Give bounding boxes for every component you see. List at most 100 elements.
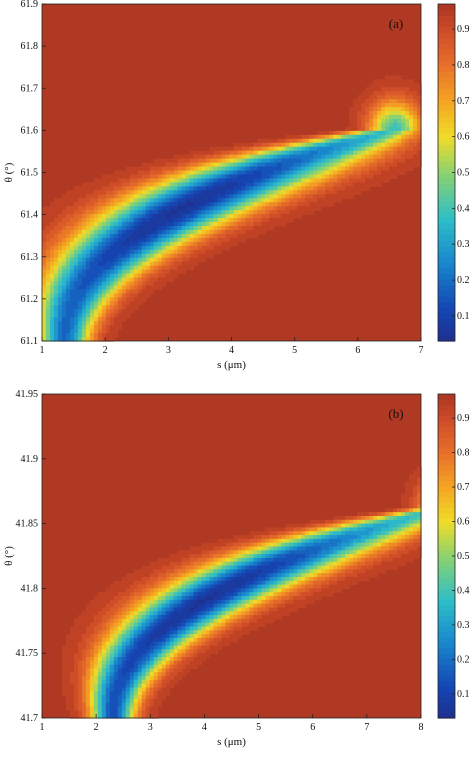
heatmap-cell (49, 245, 55, 251)
heatmap-cell (165, 194, 171, 199)
heatmap-cell (221, 569, 227, 574)
heatmap-cell (253, 162, 259, 168)
heatmap-cell (73, 337, 79, 342)
heatmap-cell (49, 297, 55, 302)
heatmap-cell (361, 561, 366, 567)
heatmap-cell (173, 249, 179, 255)
heatmap-cell (113, 603, 119, 609)
heatmap-cell (161, 182, 167, 187)
heatmap-cell (389, 75, 394, 80)
heatmap-cell (133, 273, 139, 279)
heatmap-cell (177, 170, 183, 176)
heatmap-cell (65, 257, 71, 263)
heatmap-cell (217, 538, 223, 544)
heatmap-cell (317, 580, 322, 586)
heatmap-cell (193, 174, 199, 180)
heatmap-cell (345, 561, 350, 567)
heatmap-cell (145, 569, 151, 574)
heatmap-cell (185, 249, 191, 255)
heatmap-cell (213, 146, 219, 152)
heatmap-cell (349, 190, 354, 195)
heatmap-cell (193, 561, 199, 567)
heatmap-cell (341, 146, 346, 152)
heatmap-cell (261, 573, 267, 578)
heatmap-cell (305, 538, 310, 544)
heatmap-cell (73, 321, 79, 326)
heatmap-cell (249, 535, 255, 540)
heatmap-cell (113, 607, 119, 612)
heatmap-cell (261, 210, 267, 215)
heatmap-cell (181, 573, 187, 578)
heatmap-cell (289, 146, 294, 152)
heatmap-cell (237, 226, 243, 231)
heatmap-cell (89, 630, 95, 635)
heatmap-cell (257, 194, 263, 199)
heatmap-cell (105, 229, 111, 235)
heatmap-cell (85, 245, 91, 251)
heatmap-cell (161, 186, 167, 191)
heatmap-cell (173, 269, 179, 275)
heatmap-cell (77, 297, 83, 302)
heatmap-cell (297, 554, 302, 559)
heatmap-cell (373, 158, 378, 164)
heatmap-cell (377, 79, 382, 84)
heatmap-cell (221, 170, 227, 176)
heatmap-cell (321, 550, 326, 555)
heatmap-cell (149, 269, 155, 275)
heatmap-cell (157, 241, 163, 247)
heatmap-cell (65, 309, 71, 314)
heatmap-cell (73, 301, 79, 306)
heatmap-cell (405, 95, 410, 100)
heatmap-cell (93, 190, 99, 195)
heatmap-cell (129, 637, 135, 643)
heatmap-cell (137, 285, 143, 291)
heatmap-cell (265, 565, 270, 570)
heatmap-cell (361, 170, 366, 176)
heatmap-cell (89, 269, 95, 275)
heatmap-cell (153, 668, 159, 673)
heatmap-cell (149, 657, 155, 662)
heatmap-cell (337, 142, 342, 148)
heatmap-cell (153, 214, 159, 219)
heatmap-cell (133, 702, 139, 708)
heatmap-cell (277, 607, 282, 612)
heatmap-cell (161, 584, 167, 589)
heatmap-cell (193, 596, 199, 601)
heatmap-cell (237, 576, 243, 582)
heatmap-cell (125, 580, 131, 586)
heatmap-cell (273, 554, 278, 559)
heatmap-cell (61, 317, 67, 322)
heatmap-cell (225, 198, 231, 203)
heatmap-cell (285, 138, 290, 144)
heatmap-cell (413, 134, 418, 140)
heatmap-cell (177, 565, 183, 570)
heatmap-cell (217, 214, 223, 219)
heatmap-cell (117, 186, 123, 191)
heatmap-cell (189, 557, 195, 563)
heatmap-cell (321, 178, 326, 184)
heatmap-cell (377, 118, 382, 124)
heatmap-cell (389, 122, 394, 128)
chart-panel-a: 1 2 3 4 5 6 7 61.1 61.2 61.3 61.4 61.5 61.6 61.7 61.8 6… (3, 0, 470, 371)
heatmap-cell (89, 277, 95, 283)
heatmap-cell (241, 202, 247, 207)
heatmap-cell (317, 531, 322, 536)
heatmap-cell (117, 668, 123, 673)
heatmap-cell (145, 182, 151, 187)
heatmap-cell (329, 588, 334, 593)
heatmap-cell (89, 313, 95, 318)
heatmap-cell (185, 618, 191, 624)
heatmap-cell (217, 618, 223, 624)
heatmap-cell (81, 710, 87, 715)
heatmap-cell (285, 162, 290, 168)
heatmap-cell (81, 637, 87, 643)
heatmap-cell (401, 158, 406, 164)
heatmap-cell (229, 634, 235, 639)
heatmap-cell (305, 146, 310, 152)
heatmap-cell (109, 222, 115, 227)
heatmap-cell (281, 190, 286, 195)
heatmap-cell (105, 222, 111, 227)
heatmap-cell (201, 233, 207, 239)
heatmap-cell (133, 588, 139, 593)
colorbar-segment (438, 26, 455, 33)
